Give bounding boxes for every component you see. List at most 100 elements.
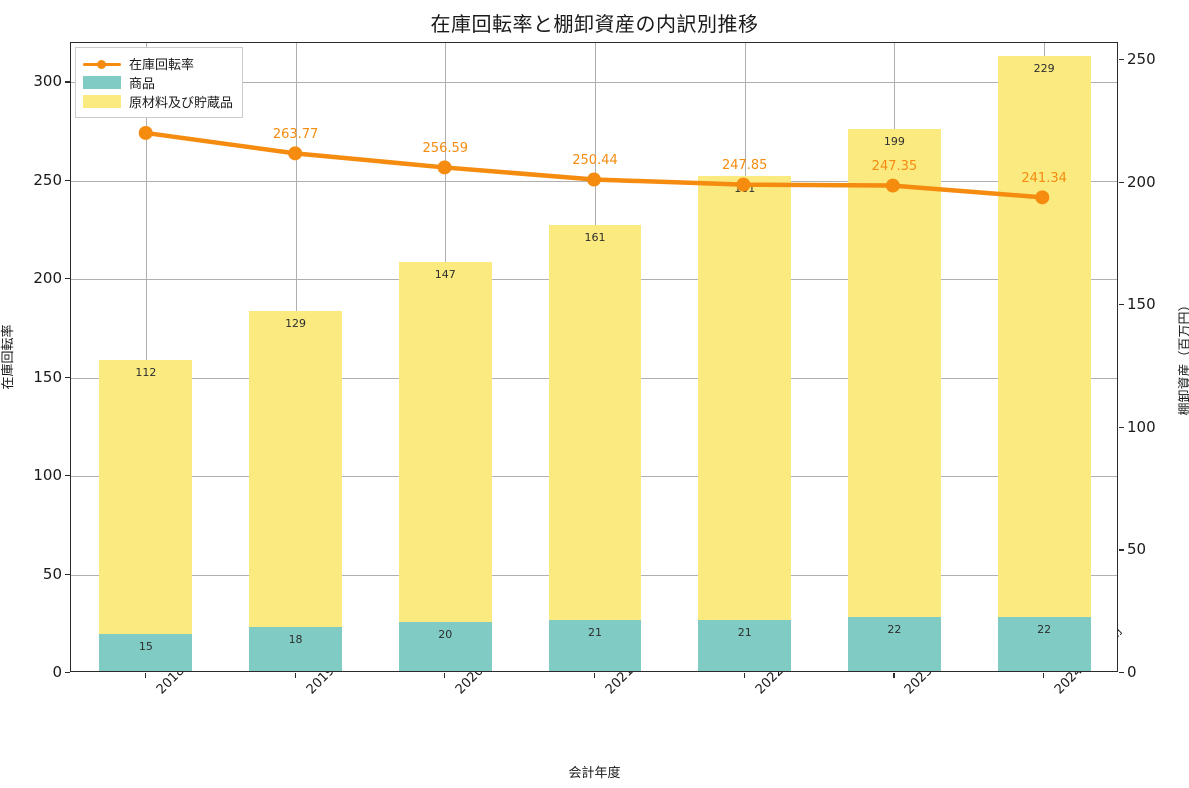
y-axis-left-tick-mark xyxy=(65,672,70,674)
y-axis-right-tick-mark xyxy=(1119,181,1124,183)
y-axis-left-tick-label: 250 xyxy=(33,170,62,189)
x-axis-tick-label: 2019年10月期 xyxy=(301,624,376,697)
x-axis-tick-mark xyxy=(1043,673,1045,678)
legend-marker-icon xyxy=(83,94,121,109)
bar-segment-genzairyo[interactable] xyxy=(249,310,342,627)
y-axis-left-tick-label: 50 xyxy=(42,564,62,583)
y-axis-left-tick-mark xyxy=(65,81,70,83)
bar-label-shohin: 21 xyxy=(737,625,752,639)
legend-marker-icon xyxy=(83,57,121,71)
x-axis-tick-label: 2024年10月期 xyxy=(1049,624,1125,697)
legend-swatch-icon xyxy=(83,94,121,108)
line-data-label: 241.34 xyxy=(1021,170,1067,186)
bar-label-genzairyo: 129 xyxy=(285,316,307,330)
line-data-label: 263.77 xyxy=(272,126,319,142)
bar-group[interactable]: 15 112 xyxy=(99,359,193,671)
bar-label-shohin: 22 xyxy=(887,623,902,637)
y-axis-right-tick-mark xyxy=(1119,426,1124,429)
y-axis-right-tick-mark xyxy=(1119,304,1124,306)
y-axis-left-tick-label: 300 xyxy=(33,72,62,91)
y-axis-left-tick-mark xyxy=(65,475,70,477)
plot-area: 15112181292014721161211812219922229 274.… xyxy=(70,42,1118,672)
legend-item[interactable]: 在庫回転率 xyxy=(83,54,233,73)
bar-segment-shohin[interactable] xyxy=(848,617,941,671)
line-marker[interactable] xyxy=(885,178,900,193)
legend-item[interactable]: 商品 xyxy=(83,73,233,92)
line-marker[interactable] xyxy=(138,125,153,140)
y-axis-right-tick-mark xyxy=(1119,59,1124,61)
y-axis-left-tick-label: 100 xyxy=(33,466,62,485)
line-data-label: 250.44 xyxy=(572,152,618,168)
y-axis-right-tick-mark xyxy=(1119,549,1124,551)
x-axis-tick-mark xyxy=(743,673,745,678)
y-axis-left-tick-mark xyxy=(65,179,70,181)
line-data-label: 247.85 xyxy=(721,158,768,174)
x-axis-tick-mark xyxy=(144,673,147,678)
bar-label-shohin: 22 xyxy=(1037,623,1052,637)
x-axis-tick-label: 2018年10月期 xyxy=(151,624,227,697)
line-marker[interactable] xyxy=(587,172,601,187)
bar-segment-genzairyo[interactable] xyxy=(548,224,642,620)
line-series-layer xyxy=(138,125,1050,205)
y-axis-left-tick-mark xyxy=(65,376,70,378)
bar-segment-shohin[interactable] xyxy=(997,617,1091,671)
bar-segment-shohin[interactable] xyxy=(249,626,342,671)
bar-label-genzairyo: 229 xyxy=(1033,61,1055,75)
x-axis-tick-label: 2023年10月期 xyxy=(899,624,975,697)
x-axis-tick-label: 2021年10月期 xyxy=(600,624,676,697)
line-marker[interactable] xyxy=(288,146,303,161)
gridline-vertical xyxy=(145,43,147,671)
bar-label-shohin: 15 xyxy=(138,640,153,654)
bar-segment-genzairyo[interactable] xyxy=(848,129,941,618)
bar-segment-genzairyo[interactable] xyxy=(997,55,1091,618)
legend-item-label: 在庫回転率 xyxy=(129,58,195,73)
y-axis-left-title: 在庫回転率 xyxy=(1,324,16,390)
y-axis-left-tick-label: 200 xyxy=(33,269,62,288)
y-axis-left-tick-label: 0 xyxy=(52,663,62,681)
bar-label-genzairyo: 161 xyxy=(584,230,606,244)
x-axis-tick-mark xyxy=(294,673,296,678)
bar-group[interactable]: 22 199 xyxy=(848,129,941,671)
bar-group[interactable]: 21 161 xyxy=(548,224,642,671)
bar-segment-shohin[interactable] xyxy=(548,619,642,671)
bar-label-shohin: 18 xyxy=(288,632,303,646)
bar-segment-shohin[interactable] xyxy=(398,621,492,671)
bar-label-shohin: 21 xyxy=(587,625,602,639)
line-data-label: 256.59 xyxy=(422,140,469,156)
legend-item[interactable]: 原材料及び貯蔵品 xyxy=(83,92,233,111)
y-axis-right-tick-label: 250 xyxy=(1127,50,1156,69)
legend-marker-icon xyxy=(83,75,121,90)
line-marker[interactable] xyxy=(437,160,452,175)
y-axis-right-tick-label: 150 xyxy=(1127,295,1156,314)
chart-legend: 在庫回転率商品原材料及び貯蔵品 xyxy=(75,47,244,118)
legend-dot-icon xyxy=(97,59,106,69)
x-axis-tick-mark xyxy=(444,673,446,678)
bar-segment-shohin[interactable] xyxy=(99,634,193,671)
line-marker[interactable] xyxy=(1035,190,1050,205)
y-axis-left-tick-mark xyxy=(65,278,70,280)
bar-segment-genzairyo[interactable] xyxy=(398,261,492,622)
bar-label-shohin: 20 xyxy=(438,627,453,641)
x-axis-tick-mark xyxy=(594,673,596,678)
chart-title: 在庫回転率と棚卸資産の内訳別推移 xyxy=(430,12,759,36)
bar-segment-genzairyo[interactable] xyxy=(698,175,792,620)
y-axis-right-tick-mark xyxy=(1119,672,1124,674)
y-axis-right-tick-label: 200 xyxy=(1127,172,1156,191)
bar-segment-shohin[interactable] xyxy=(698,619,792,671)
bar-group[interactable]: 22 229 xyxy=(997,55,1091,671)
line-marker[interactable] xyxy=(736,177,751,192)
line-data-label: 247.35 xyxy=(871,159,918,175)
bar-segment-genzairyo[interactable] xyxy=(99,359,193,635)
legend-item-label: 原材料及び貯蔵品 xyxy=(129,96,234,111)
bar-group[interactable]: 20 147 xyxy=(398,261,492,671)
y-axis-right-title: 棚卸資産（百万円） xyxy=(1178,298,1189,416)
bar-group[interactable]: 18 129 xyxy=(249,310,342,671)
bar-label-genzairyo: 199 xyxy=(883,135,905,149)
legend-item-label: 商品 xyxy=(129,77,156,92)
y-axis-left-tick-mark xyxy=(65,573,70,575)
x-axis-title: 会計年度 xyxy=(568,766,621,781)
bar-label-genzairyo: 112 xyxy=(135,365,157,379)
y-axis-right-tick-label: 0 xyxy=(1127,663,1137,681)
bar-group[interactable]: 21181 xyxy=(698,175,792,671)
